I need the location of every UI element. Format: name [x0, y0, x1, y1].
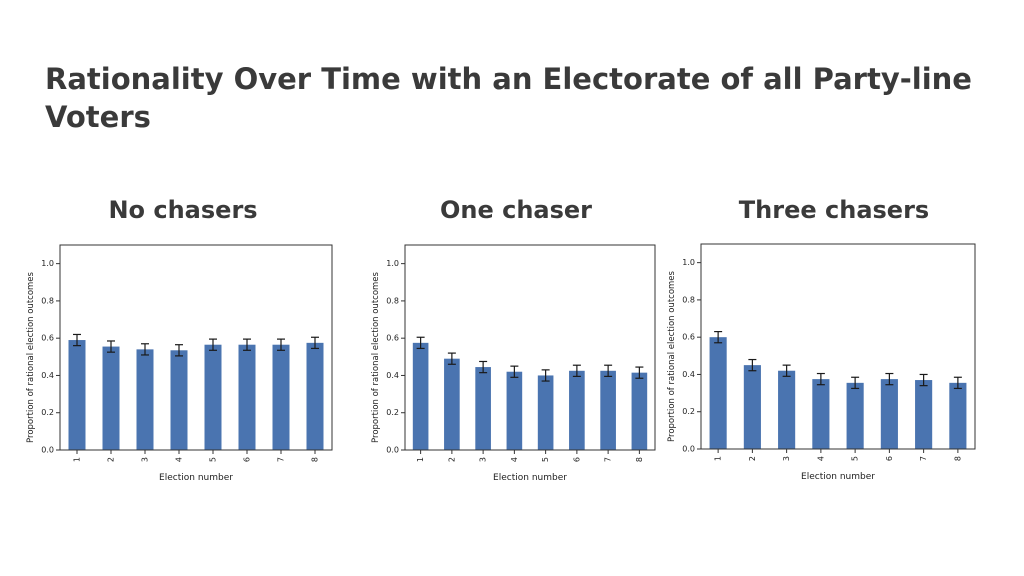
bar — [238, 344, 256, 450]
bar — [102, 346, 120, 450]
chart-no-chasers: 1 2 3 4 5 6 7 8 0.0 0.2 0.4 0.6 0.8 1.0 Election numbe… — [26, 244, 333, 483]
y-axis-label: Proportion of rational election outcomes — [26, 271, 36, 442]
y-tick-label: 0.6 — [386, 334, 399, 343]
x-axis-label: Election number — [493, 473, 567, 483]
x-tick-label: 2 — [748, 456, 757, 461]
x-tick-label: 4 — [510, 457, 519, 462]
x-tick-label: 1 — [73, 457, 82, 462]
bar — [846, 382, 864, 449]
x-tick-label: 1 — [714, 456, 723, 461]
x-tick-label: 6 — [572, 457, 581, 462]
bar — [812, 379, 830, 449]
bar — [68, 340, 86, 450]
y-tick-label: 0.4 — [682, 370, 695, 379]
y-tick-label: 1.0 — [386, 259, 399, 268]
x-tick-label: 4 — [816, 456, 825, 461]
x-tick-label: 5 — [851, 456, 860, 461]
bar — [475, 367, 491, 450]
bar — [778, 370, 796, 449]
x-tick-label: 6 — [243, 457, 252, 462]
y-tick-label: 0.4 — [41, 371, 54, 380]
y-tick-label: 0.6 — [41, 334, 54, 343]
x-tick-label: 8 — [953, 456, 962, 461]
x-tick-label: 1 — [416, 457, 425, 462]
x-tick-label: 2 — [107, 457, 116, 462]
bar — [915, 380, 933, 449]
x-tick-label: 8 — [311, 457, 320, 462]
x-tick-label: 3 — [479, 457, 488, 462]
y-tick-label: 1.0 — [41, 259, 54, 268]
chart-heading-no-chasers: No chasers — [108, 196, 258, 224]
y-tick-label: 0.8 — [682, 295, 695, 304]
plot-frame — [700, 243, 976, 450]
y-tick-label: 0.8 — [41, 296, 54, 305]
chart-heading-one-chaser: One chaser — [439, 196, 593, 224]
bar — [506, 371, 523, 450]
x-tick-label: 6 — [885, 456, 894, 461]
bar — [444, 358, 460, 450]
x-tick-label: 5 — [209, 457, 218, 462]
bar — [136, 349, 154, 450]
bar — [537, 375, 554, 450]
plot-frame — [59, 244, 333, 451]
y-axis-label: Proportion of rational election outcomes — [371, 271, 381, 442]
y-axis-label: Proportion of rational election outcomes — [667, 270, 677, 441]
y-tick-label: 0.2 — [682, 407, 695, 416]
bar — [600, 370, 616, 450]
bar — [743, 365, 761, 449]
y-tick-label: 0.2 — [41, 408, 54, 417]
slide-title: Rationality Over Time with an Electorate… — [45, 62, 972, 134]
x-tick-label: 8 — [635, 457, 644, 462]
x-tick-label: 7 — [604, 457, 613, 462]
bar — [272, 344, 290, 450]
x-axis-label: Election number — [801, 472, 875, 482]
chart-heading-three-chasers: Three chasers — [738, 196, 930, 224]
x-tick-label: 7 — [919, 456, 928, 461]
x-tick-label: 4 — [175, 457, 184, 462]
bar — [631, 372, 648, 450]
x-tick-label: 2 — [447, 457, 456, 462]
x-tick-label: 3 — [782, 456, 791, 461]
chart-one-chaser: 1 2 3 4 5 6 7 8 0.0 0.2 0.4 0.6 0.8 1.0 Election numbe… — [371, 244, 656, 483]
bar — [880, 379, 898, 449]
bar — [306, 342, 324, 450]
y-tick-label: 1.0 — [682, 258, 695, 267]
x-tick-label: 7 — [277, 457, 286, 462]
x-tick-label: 5 — [541, 457, 550, 462]
chart-three-chasers: 1 2 3 4 5 6 7 8 0.0 0.2 0.4 0.6 0.8 1.0 Election numbe… — [667, 243, 976, 482]
y-tick-label: 0.0 — [682, 445, 695, 454]
y-tick-label: 0.0 — [41, 446, 54, 455]
y-tick-label: 0.6 — [682, 333, 695, 342]
bar — [412, 342, 429, 450]
plot-frame — [404, 244, 656, 451]
y-tick-label: 0.4 — [386, 371, 399, 380]
y-tick-label: 0.2 — [386, 408, 399, 417]
y-tick-label: 0.0 — [386, 446, 399, 455]
bar — [569, 370, 585, 450]
x-tick-label: 3 — [141, 457, 150, 462]
y-tick-label: 0.8 — [386, 296, 399, 305]
bar — [204, 344, 222, 450]
bar — [709, 337, 727, 449]
bar — [170, 350, 188, 450]
bar — [949, 382, 967, 449]
x-axis-label: Election number — [159, 473, 233, 483]
